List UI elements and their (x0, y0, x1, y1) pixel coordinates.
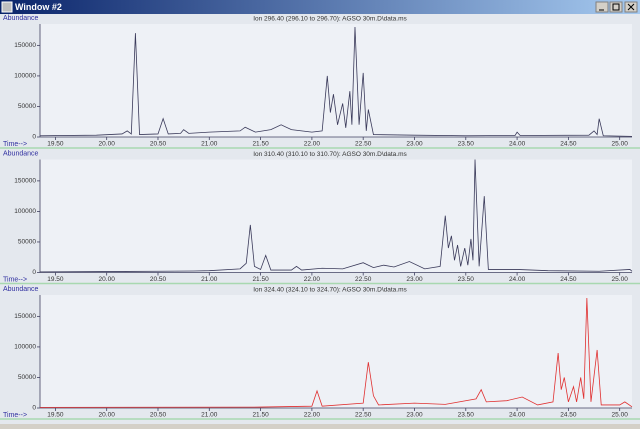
x-tick-label: 24.50 (560, 412, 577, 419)
x-tick-label: 20.00 (99, 141, 116, 148)
x-tick-label: 21.00 (201, 276, 218, 283)
y-tick-label: 100000 (14, 73, 36, 80)
x-tick-label: 20.50 (150, 276, 167, 283)
x-tick-label: 22.00 (304, 141, 321, 148)
window-title: Window #2 (15, 2, 62, 12)
x-tick-label: 23.50 (458, 276, 475, 283)
x-tick-label: 19.50 (47, 141, 64, 148)
x-tick-label: 21.50 (252, 276, 269, 283)
y-tick-label: 150000 (14, 313, 36, 320)
x-tick-label: 20.50 (150, 141, 167, 148)
y-tick-label: 150000 (14, 178, 36, 185)
x-tick-label: 22.00 (304, 276, 321, 283)
x-tick-label: 20.00 (99, 412, 116, 419)
x-tick-label: 25.00 (612, 141, 629, 148)
restore-button[interactable] (609, 1, 623, 13)
plot-area (40, 159, 632, 273)
y-tick-label: 0 (32, 269, 36, 276)
x-axis-label: Time--> (3, 141, 27, 148)
y-axis-label: Abundance (3, 150, 39, 157)
x-tick-label: 25.00 (612, 412, 629, 419)
x-axis-label: Time--> (3, 276, 27, 283)
restore-icon (612, 3, 620, 11)
chart-title: Ion 324.40 (324.10 to 324.70): AGSO 30m.… (253, 287, 407, 294)
x-tick-label: 19.50 (47, 412, 64, 419)
x-axis-label: Time--> (3, 412, 27, 419)
plot-area (40, 24, 632, 137)
x-tick-label: 20.50 (150, 412, 167, 419)
x-tick-label: 23.50 (458, 141, 475, 148)
y-tick-label: 150000 (14, 42, 36, 49)
chromatogram-line (39, 27, 633, 137)
plot-area (40, 295, 632, 408)
chromatogram-line (39, 298, 633, 408)
chart-title: Ion 296.40 (296.10 to 296.70): AGSO 30m.… (253, 16, 407, 23)
y-tick-label: 50000 (18, 103, 36, 110)
title-bar (0, 0, 640, 14)
y-tick-label: 50000 (18, 239, 36, 246)
y-tick-label: 0 (32, 405, 36, 412)
chromatogram-line (39, 159, 633, 273)
x-tick-label: 22.50 (355, 412, 372, 419)
close-icon (627, 3, 635, 11)
x-tick-label: 22.00 (304, 412, 321, 419)
x-tick-label: 20.00 (99, 276, 116, 283)
y-tick-label: 100000 (14, 208, 36, 215)
x-tick-label: 23.00 (406, 412, 423, 419)
x-tick-label: 21.50 (252, 141, 269, 148)
x-tick-label: 22.50 (355, 141, 372, 148)
x-tick-label: 24.00 (509, 412, 526, 419)
window-buttons[interactable] (595, 1, 638, 13)
y-axis-label: Abundance (3, 15, 39, 22)
x-tick-label: 21.00 (201, 141, 218, 148)
x-tick-label: 23.50 (458, 412, 475, 419)
x-tick-label: 21.00 (201, 412, 218, 419)
y-tick-label: 50000 (18, 374, 36, 381)
minimize-button[interactable] (595, 1, 609, 13)
x-tick-label: 25.00 (612, 276, 629, 283)
x-tick-label: 23.00 (406, 141, 423, 148)
y-axis-label: Abundance (3, 286, 39, 293)
y-tick-label: 100000 (14, 344, 36, 351)
y-tick-label: 0 (32, 134, 36, 141)
x-tick-label: 24.50 (560, 276, 577, 283)
x-tick-label: 19.50 (47, 276, 64, 283)
x-tick-label: 21.50 (252, 412, 269, 419)
chart-title: Ion 310.40 (310.10 to 310.70): AGSO 30m.… (253, 151, 407, 158)
x-tick-label: 22.50 (355, 276, 372, 283)
x-tick-label: 24.50 (560, 141, 577, 148)
x-tick-label: 24.00 (509, 141, 526, 148)
window-icon (1, 1, 13, 13)
x-tick-label: 23.00 (406, 276, 423, 283)
x-tick-label: 24.00 (509, 276, 526, 283)
